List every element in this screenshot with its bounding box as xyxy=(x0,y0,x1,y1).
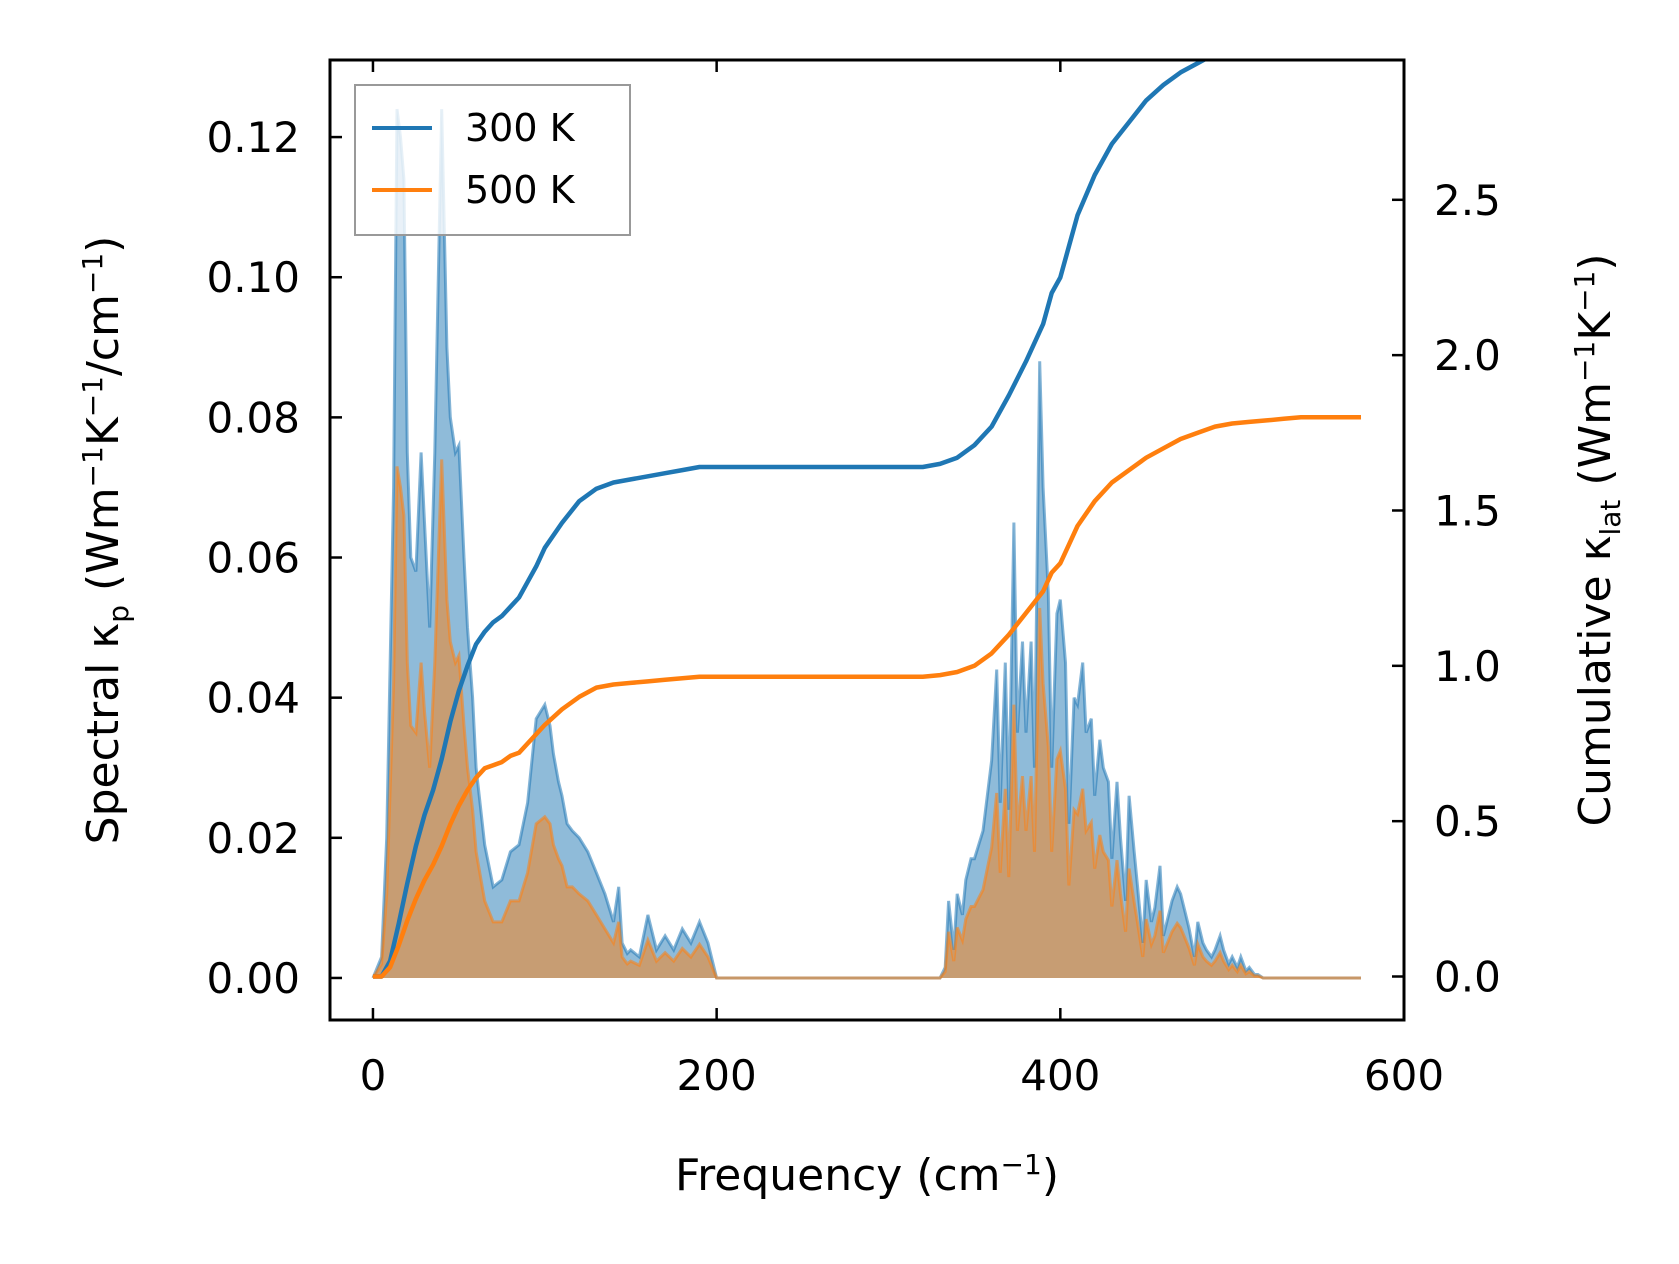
x-axis-title-close: ) xyxy=(1042,1150,1059,1201)
spectral-line-300k xyxy=(371,108,1361,980)
series-layer xyxy=(371,60,1361,980)
y-right-tick-label-0: 0.0 xyxy=(1434,953,1501,1002)
x-axis-title-sup: −1 xyxy=(1001,1148,1042,1181)
y-left-tick-label-1: 0.02 xyxy=(206,814,300,863)
y-right-tick-label-3: 1.5 xyxy=(1434,486,1501,535)
x-tick-label-200: 200 xyxy=(677,1051,757,1100)
y-axis-right-title: Cumulative κlat (Wm−1K−1) xyxy=(1568,253,1627,826)
y-axis-left-title: Spectral κp (Wm−1K−1/cm−1) xyxy=(76,236,135,845)
y-left-tick-label-6: 0.12 xyxy=(206,113,300,162)
y-left-tick-label-0: 0.00 xyxy=(206,954,300,1003)
axis-layer: 0 200 400 600 0.00 0.02 0.04 0.06 0.08 0.10 0.12 0.… xyxy=(206,60,1501,1100)
y-right-tick-label-5: 2.5 xyxy=(1434,176,1501,225)
x-tick-label-600: 600 xyxy=(1364,1051,1444,1100)
spectral-line-500k xyxy=(371,459,1361,980)
cumulative-line-500k xyxy=(373,415,1361,979)
x-tick-label-400: 400 xyxy=(1020,1051,1100,1100)
legend-box xyxy=(354,84,631,236)
y-left-tick-label-4: 0.08 xyxy=(206,393,300,442)
cumulative-line-300k xyxy=(373,60,1209,979)
spectral-area-500k xyxy=(373,459,1361,978)
legend-label-500k: 500 K xyxy=(465,168,576,212)
plot-frame xyxy=(328,58,1406,1022)
legend: 300 K 500 K xyxy=(354,84,631,236)
legend-label-300k: 300 K xyxy=(465,106,576,150)
x-axis-title: Frequency (cm−1) xyxy=(675,1148,1059,1201)
y-left-tick-label-5: 0.10 xyxy=(206,253,300,302)
x-axis-title-main: Frequency (cm xyxy=(675,1150,1001,1201)
y-left-tick-label-2: 0.04 xyxy=(206,674,300,723)
y-right-tick-label-1: 0.5 xyxy=(1434,797,1501,846)
y-left-tick-label-3: 0.06 xyxy=(206,534,300,583)
x-tick-label-0: 0 xyxy=(360,1051,387,1100)
y-right-tick-label-2: 1.0 xyxy=(1434,642,1501,691)
y-right-tick-label-4: 2.0 xyxy=(1434,331,1501,380)
